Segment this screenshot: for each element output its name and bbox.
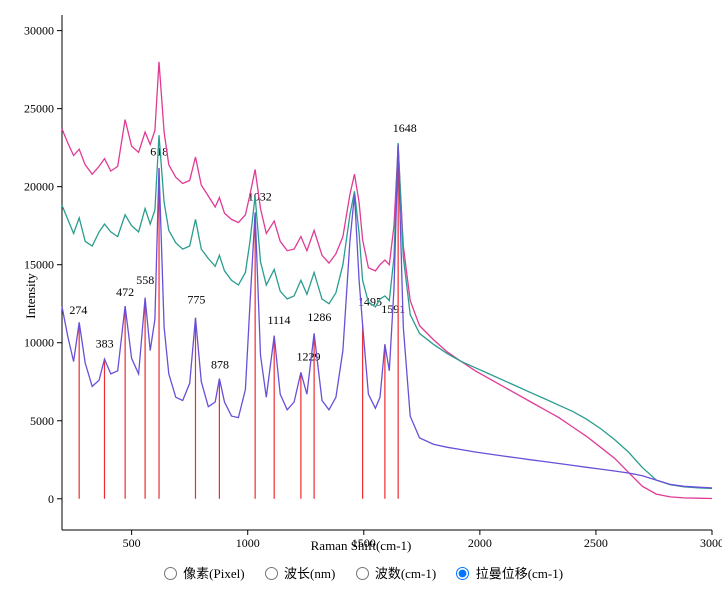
peak-label: 878 [211,357,229,371]
spectrum-plot: 5001000150020002500300005000100001500020… [0,0,722,592]
peak-label: 1286 [307,310,331,324]
radio-pixel-label: 像素(Pixel) [183,566,244,581]
radio-wavelength-label: 波长(nm) [284,566,335,581]
radio-pixel[interactable]: 像素(Pixel) [159,566,245,581]
svg-text:25000: 25000 [24,102,54,116]
svg-text:10000: 10000 [24,336,54,350]
svg-text:5000: 5000 [30,414,54,428]
y-axis-label: Intensity [23,273,39,319]
axis-mode-radios: 像素(Pixel) 波长(nm) 波数(cm-1) 拉曼位移(cm-1) [0,563,722,582]
peak-label: 1648 [393,121,417,135]
svg-text:30000: 30000 [24,24,54,38]
radio-wavenumber-label: 波数(cm-1) [375,566,436,581]
x-axis-label: Raman Shift(cm-1) [0,538,722,554]
radio-ramanshift-label: 拉曼位移(cm-1) [476,566,563,581]
peak-label: 383 [96,336,114,350]
svg-text:0: 0 [48,492,54,506]
radio-wavelength[interactable]: 波长(nm) [260,566,336,581]
radio-ramanshift[interactable]: 拉曼位移(cm-1) [451,566,563,581]
svg-text:15000: 15000 [24,258,54,272]
radio-wavenumber[interactable]: 波数(cm-1) [351,566,437,581]
peak-label: 472 [116,285,134,299]
svg-text:20000: 20000 [24,180,54,194]
peak-label: 1114 [267,313,290,327]
peak-label: 775 [187,293,205,307]
peak-label: 274 [69,303,87,317]
peak-label: 558 [136,273,154,287]
